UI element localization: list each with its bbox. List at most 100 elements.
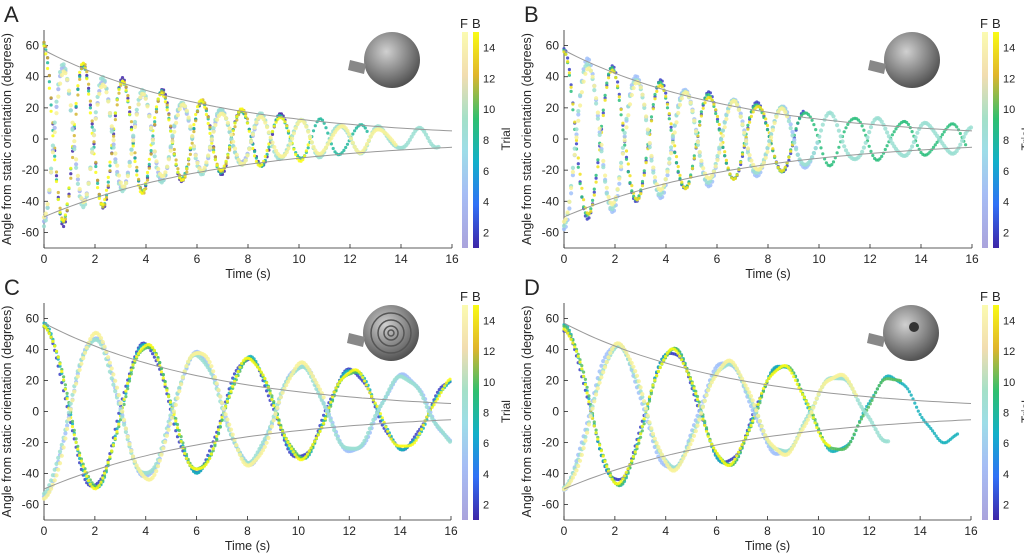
data-point <box>910 144 915 149</box>
data-point <box>276 400 282 405</box>
data-point <box>958 131 962 136</box>
data-point <box>719 457 723 461</box>
data-point <box>95 102 100 107</box>
data-point <box>322 421 326 425</box>
data-point <box>603 96 607 100</box>
data-point <box>771 147 775 151</box>
data-point <box>164 433 169 438</box>
data-point <box>174 162 178 166</box>
data-point <box>810 155 815 160</box>
colorbar-B-label: B <box>992 16 1001 31</box>
data-point <box>90 125 94 129</box>
data-point <box>213 155 217 159</box>
data-point <box>95 486 99 490</box>
data-point <box>140 191 144 195</box>
data-point <box>63 431 68 436</box>
data-point <box>216 428 221 432</box>
data-point <box>179 435 183 439</box>
data-point <box>653 92 657 97</box>
data-point <box>762 112 766 116</box>
data-point <box>688 442 693 447</box>
data-point <box>432 403 436 407</box>
data-point <box>821 152 825 156</box>
data-point <box>763 433 768 438</box>
data-point <box>708 439 712 443</box>
data-point <box>143 96 148 101</box>
data-point <box>279 426 283 430</box>
data-point <box>679 358 684 362</box>
data-point <box>329 142 333 146</box>
data-point <box>152 154 157 159</box>
data-point <box>738 111 743 116</box>
data-point <box>958 142 963 147</box>
data-point <box>255 450 260 455</box>
data-point <box>813 400 818 406</box>
data-point <box>132 459 137 464</box>
data-point <box>846 122 850 126</box>
data-point <box>663 177 668 182</box>
data-point <box>637 441 641 445</box>
data-point <box>601 113 605 118</box>
x-tick-label: 8 <box>245 252 252 266</box>
data-point <box>114 385 120 390</box>
data-point <box>375 404 379 408</box>
data-point <box>145 170 150 175</box>
data-point <box>712 446 716 450</box>
data-point <box>88 166 93 172</box>
colorbar-F <box>982 305 988 520</box>
data-point <box>193 153 198 158</box>
data-point <box>71 155 75 160</box>
data-point <box>100 339 105 345</box>
data-point <box>626 354 631 359</box>
data-point <box>599 375 604 380</box>
data-point <box>181 178 185 182</box>
data-point <box>695 142 701 147</box>
data-point <box>767 376 771 380</box>
data-point <box>273 411 278 417</box>
data-point <box>306 146 310 150</box>
data-point <box>85 474 89 478</box>
data-point <box>254 156 258 160</box>
data-point <box>569 89 573 93</box>
data-point <box>112 134 116 138</box>
data-point <box>327 406 331 410</box>
series-F-trial-8 <box>561 343 891 490</box>
data-point <box>652 175 658 180</box>
data-point <box>580 195 584 199</box>
data-point <box>170 139 175 144</box>
data-point <box>124 395 128 399</box>
data-point <box>577 458 583 463</box>
colorbar-tick-label: 6 <box>483 166 489 178</box>
data-point <box>88 111 92 115</box>
data-point <box>102 84 107 89</box>
data-point <box>373 413 378 419</box>
data-point <box>254 159 258 164</box>
data-point <box>253 154 257 158</box>
data-point <box>790 129 795 135</box>
data-point <box>594 101 599 106</box>
data-point <box>869 149 873 153</box>
data-point <box>880 154 884 158</box>
data-point <box>922 418 926 422</box>
data-point <box>129 368 133 372</box>
data-point <box>88 103 92 107</box>
data-point <box>393 142 398 147</box>
data-point <box>133 156 137 160</box>
data-point <box>49 169 54 175</box>
data-point <box>51 134 55 138</box>
data-point <box>307 134 313 139</box>
data-point <box>54 99 59 104</box>
data-point <box>195 160 200 166</box>
data-point <box>348 136 354 141</box>
data-point <box>43 218 48 223</box>
data-point <box>587 216 591 220</box>
data-point <box>154 353 158 357</box>
data-point <box>235 114 239 119</box>
data-point <box>74 381 79 386</box>
data-point <box>920 415 924 420</box>
data-point <box>640 179 645 184</box>
data-point <box>650 431 656 436</box>
data-point <box>208 131 212 135</box>
data-point <box>836 128 842 133</box>
